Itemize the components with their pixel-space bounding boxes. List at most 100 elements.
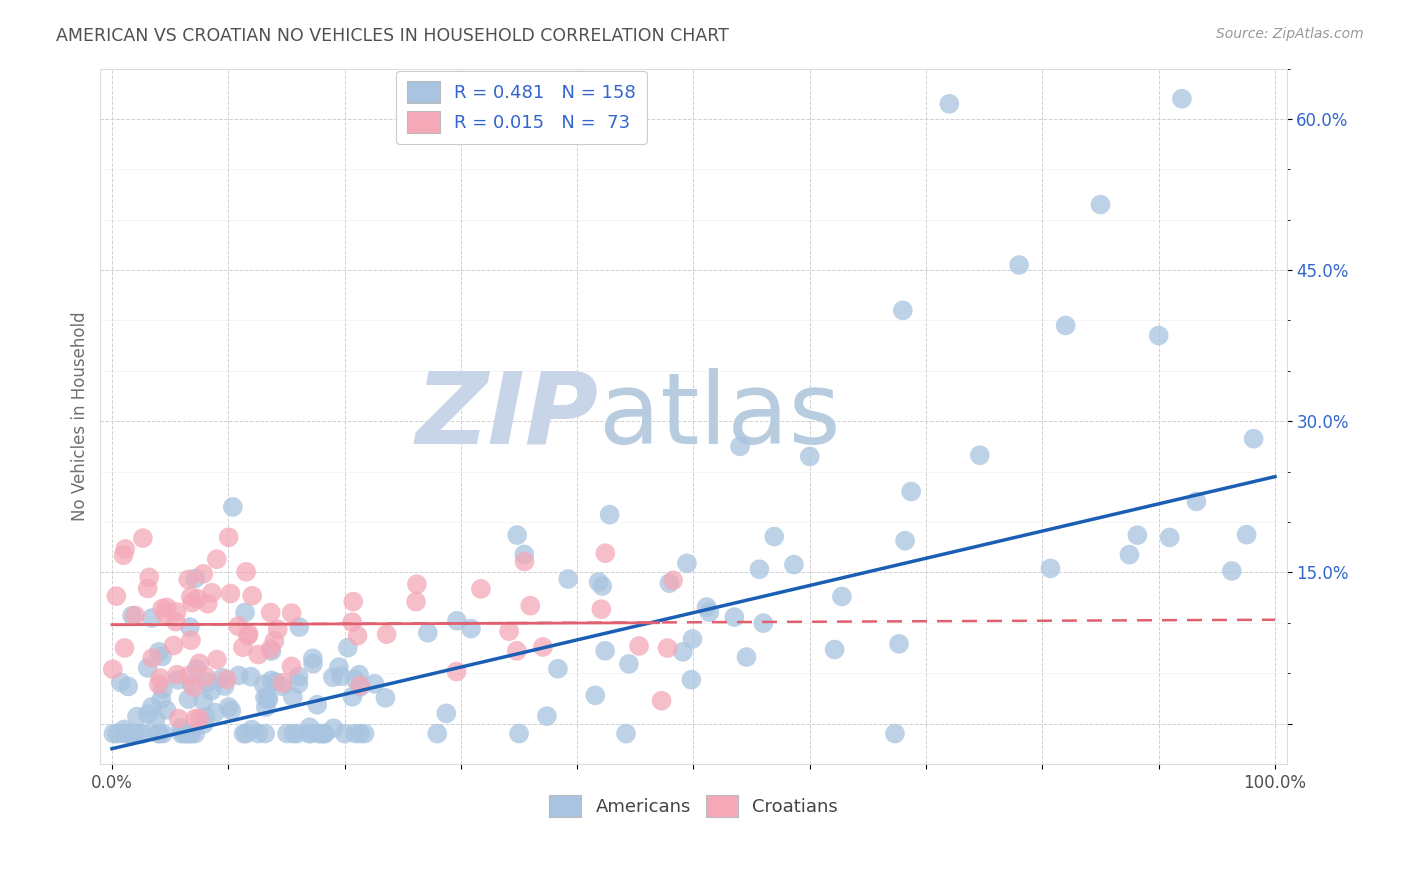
Point	[375, 627, 398, 641]
Point	[723, 610, 745, 624]
Point	[180, 590, 202, 604]
Point	[112, 726, 135, 740]
Point	[312, 726, 335, 740]
Point	[180, 726, 202, 740]
Point	[263, 634, 285, 648]
Point	[254, 700, 277, 714]
Point	[219, 586, 242, 600]
Point	[728, 439, 751, 453]
Point	[101, 662, 124, 676]
Point	[1171, 92, 1194, 106]
Point	[309, 726, 332, 740]
Point	[155, 703, 177, 717]
Point	[211, 671, 233, 685]
Point	[1185, 494, 1208, 508]
Point	[260, 673, 283, 688]
Point	[141, 611, 163, 625]
Point	[152, 682, 174, 697]
Point	[232, 640, 254, 655]
Point	[136, 706, 159, 721]
Point	[506, 644, 529, 658]
Point	[170, 721, 193, 735]
Point	[260, 606, 283, 620]
Point	[226, 619, 249, 633]
Point	[270, 679, 292, 693]
Point	[150, 601, 173, 615]
Point	[152, 726, 174, 740]
Point	[1054, 318, 1077, 333]
Point	[180, 633, 202, 648]
Point	[894, 533, 917, 548]
Point	[470, 582, 492, 596]
Point	[124, 608, 146, 623]
Point	[235, 565, 257, 579]
Point	[308, 726, 330, 740]
Point	[124, 726, 146, 740]
Point	[748, 562, 770, 576]
Point	[547, 662, 569, 676]
Point	[508, 726, 530, 740]
Point	[657, 640, 679, 655]
Point	[342, 594, 364, 608]
Point	[1039, 561, 1062, 575]
Point	[183, 681, 205, 695]
Point	[281, 726, 304, 740]
Point	[298, 726, 321, 740]
Point	[254, 726, 277, 740]
Point	[200, 683, 222, 698]
Point	[136, 582, 159, 596]
Point	[883, 726, 905, 740]
Point	[260, 644, 283, 658]
Point	[446, 665, 468, 679]
Point	[247, 726, 270, 740]
Point	[166, 605, 188, 619]
Point	[831, 590, 853, 604]
Point	[179, 620, 201, 634]
Point	[591, 602, 613, 616]
Point	[346, 629, 368, 643]
Point	[752, 616, 775, 631]
Point	[236, 629, 259, 643]
Point	[288, 620, 311, 634]
Point	[593, 644, 616, 658]
Point	[257, 692, 280, 706]
Point	[240, 723, 263, 737]
Point	[150, 649, 173, 664]
Point	[1220, 564, 1243, 578]
Point	[256, 691, 278, 706]
Point	[281, 690, 304, 704]
Point	[235, 726, 257, 740]
Point	[969, 448, 991, 462]
Point	[498, 624, 520, 639]
Point	[228, 668, 250, 682]
Point	[536, 709, 558, 723]
Point	[194, 670, 217, 684]
Point	[117, 726, 139, 740]
Point	[891, 303, 914, 318]
Point	[156, 600, 179, 615]
Point	[599, 508, 621, 522]
Point	[141, 699, 163, 714]
Point	[340, 615, 363, 629]
Point	[205, 652, 228, 666]
Point	[583, 689, 606, 703]
Point	[184, 572, 207, 586]
Point	[287, 676, 309, 690]
Point	[186, 662, 208, 676]
Point	[302, 657, 325, 671]
Point	[513, 548, 536, 562]
Point	[1008, 258, 1031, 272]
Point	[591, 579, 613, 593]
Point	[900, 484, 922, 499]
Point	[148, 726, 170, 740]
Legend: Americans, Croatians: Americans, Croatians	[541, 788, 845, 824]
Point	[347, 667, 370, 681]
Point	[307, 698, 329, 712]
Point	[181, 596, 204, 610]
Point	[1147, 328, 1170, 343]
Point	[193, 717, 215, 731]
Point	[188, 657, 211, 671]
Point	[121, 608, 143, 623]
Point	[267, 623, 290, 637]
Point	[177, 668, 200, 682]
